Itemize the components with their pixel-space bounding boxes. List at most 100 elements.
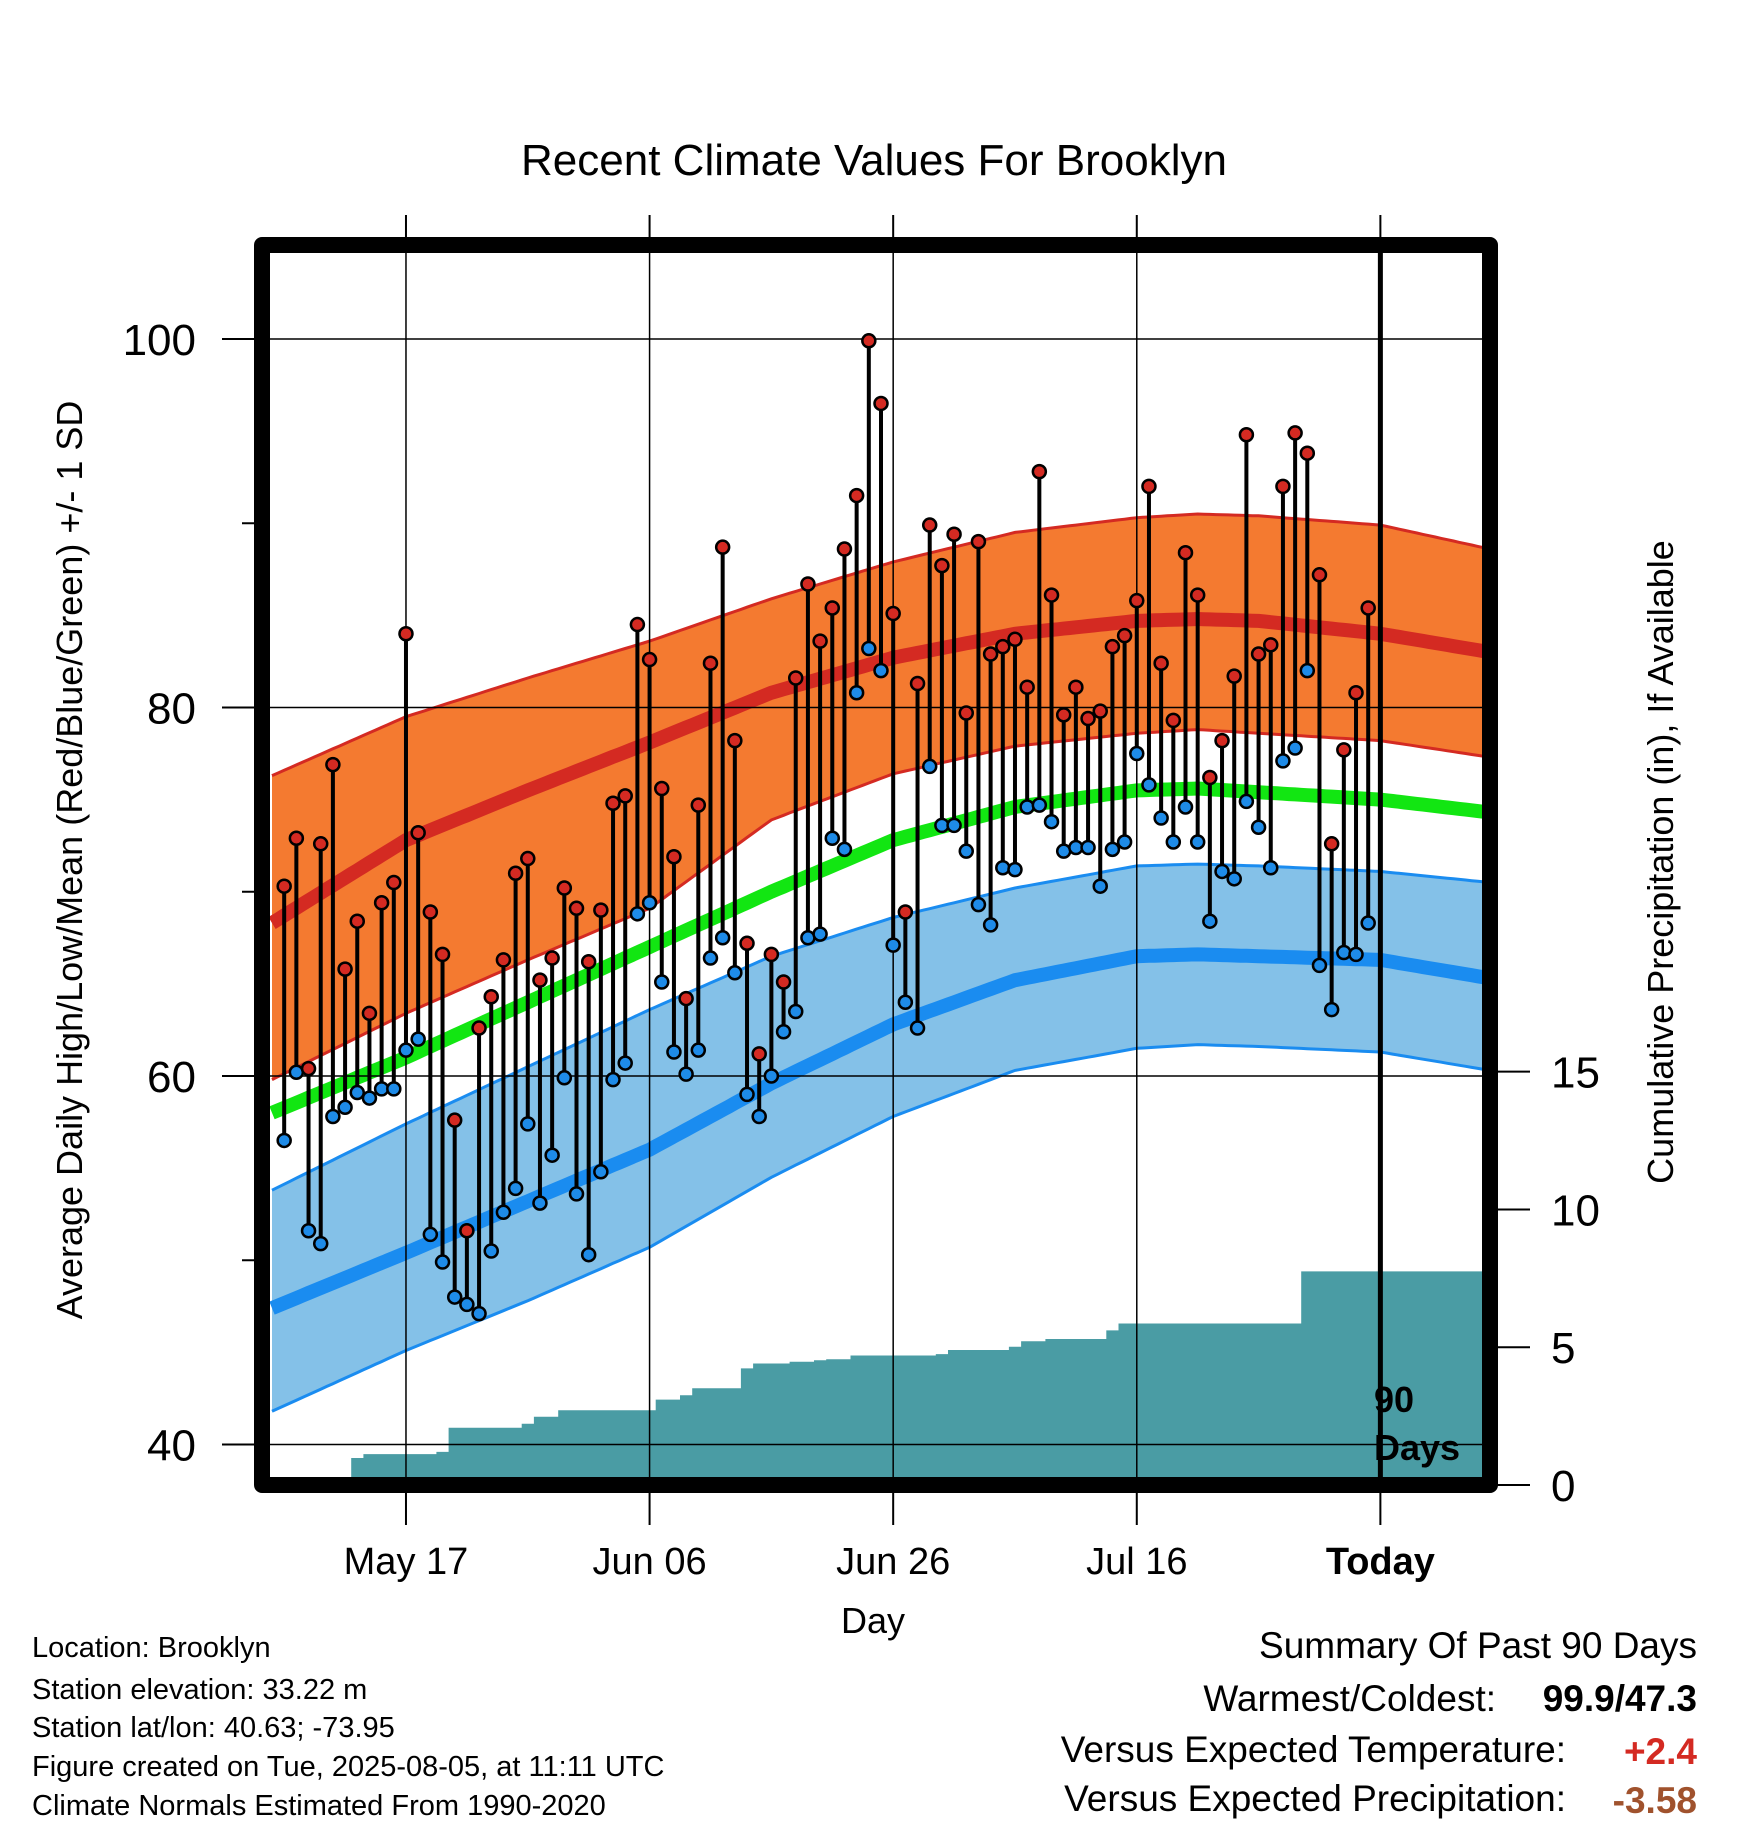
low-point [666, 1044, 682, 1060]
low-point [1031, 797, 1048, 813]
low-point [483, 1243, 499, 1259]
low-point [459, 1296, 475, 1313]
low-upper-edge [271, 862, 1490, 1192]
low-point [1092, 878, 1108, 894]
high-point [1287, 425, 1303, 441]
low-point [946, 817, 962, 834]
precip-label: Versus Expected Precipitation: [1064, 1778, 1566, 1819]
y2-axis-label: Cumulative Precipitation (in), If Availa… [1640, 540, 1681, 1184]
low-point [520, 1116, 536, 1132]
low-point [361, 1090, 378, 1106]
low-point [507, 1180, 524, 1197]
high-point [495, 952, 512, 968]
high-point [1250, 646, 1267, 662]
high-point [666, 848, 682, 865]
high-point [471, 1020, 487, 1036]
low-point [410, 1031, 426, 1047]
low-point [580, 1246, 597, 1263]
low-point [605, 1071, 621, 1088]
low-point [617, 1055, 633, 1071]
low-point [921, 758, 938, 775]
low-point [276, 1132, 292, 1149]
low-point [982, 917, 999, 933]
warm-cold-label: Warmest/Coldest: [1203, 1678, 1496, 1719]
low-point [1287, 740, 1303, 756]
low-point [751, 1108, 767, 1125]
low-point [312, 1235, 329, 1252]
high-point [982, 646, 999, 662]
high-point [946, 526, 962, 543]
high-point [885, 605, 901, 622]
low-point [1226, 871, 1242, 887]
low-sd-band [272, 864, 1490, 1412]
low-point [763, 1068, 780, 1084]
low-point [1202, 913, 1218, 929]
low-point [1165, 834, 1182, 850]
high-point [1214, 732, 1230, 749]
high-point [1080, 710, 1096, 727]
low-point [1189, 834, 1206, 850]
high-point [958, 705, 975, 721]
high-point [556, 880, 573, 896]
low-point [1238, 793, 1255, 810]
low-point [1299, 662, 1316, 679]
low-point [873, 662, 889, 679]
high-point [1177, 544, 1194, 561]
low-point [1116, 834, 1133, 850]
high-point [654, 780, 670, 797]
high-point [483, 988, 499, 1005]
high-point [410, 825, 426, 841]
low-point [337, 1099, 353, 1116]
high-point [897, 904, 914, 920]
high-point [520, 850, 536, 867]
low-point [1177, 799, 1194, 815]
low-point [1323, 1001, 1340, 1018]
precip-area [278, 1271, 1484, 1485]
low-point [1311, 957, 1328, 974]
x-tick-label: Jul 16 [1086, 1541, 1187, 1583]
low-point [1019, 799, 1035, 815]
y-tick-label: 100 [123, 316, 196, 365]
plot-area: 40 60 80 100 0 5 10 15 May 17 Jun 06 Jun 26 Jul 16 T… [123, 215, 1600, 1583]
low-point [568, 1186, 585, 1202]
normals-text: Climate Normals Estimated From 1990-2020 [32, 1790, 606, 1822]
high-point [739, 935, 755, 952]
high-point [398, 626, 414, 642]
high-point [995, 638, 1011, 655]
high-point [1055, 707, 1072, 723]
low-point [544, 1147, 560, 1163]
low-dots [276, 640, 1376, 1322]
high-point [1031, 463, 1048, 480]
low-point [958, 843, 975, 859]
low-point [995, 860, 1011, 876]
high-point [1226, 668, 1242, 684]
low-point [1153, 810, 1169, 826]
high-point [1043, 587, 1060, 603]
low-point [787, 1003, 804, 1020]
temp-value: +2.4 [1624, 1731, 1697, 1772]
high-point [605, 795, 621, 812]
high-lower-edge [271, 728, 1490, 1082]
high-point [1165, 712, 1182, 729]
high-point [921, 517, 938, 533]
high-point [1141, 478, 1157, 495]
high-point [434, 946, 451, 963]
low-point [532, 1195, 548, 1211]
high-point [1238, 427, 1255, 443]
low-point [1360, 915, 1376, 931]
normal-low-line [269, 947, 1490, 1315]
high-point [288, 830, 305, 847]
latlon-text: Station lat/lon: 40.63; -73.95 [32, 1712, 395, 1744]
x-tick-label: Jun 26 [836, 1541, 950, 1583]
high-point [702, 655, 719, 671]
high-point [1019, 679, 1035, 695]
x-axis-label: Day [841, 1600, 905, 1641]
low-point [471, 1305, 487, 1322]
y2-tick-label: 0 [1551, 1462, 1575, 1511]
chart-title: Recent Climate Values For Brooklyn [521, 136, 1227, 185]
high-point [373, 895, 390, 911]
high-point [714, 539, 731, 555]
low-point [654, 974, 670, 990]
high-point [861, 333, 877, 349]
